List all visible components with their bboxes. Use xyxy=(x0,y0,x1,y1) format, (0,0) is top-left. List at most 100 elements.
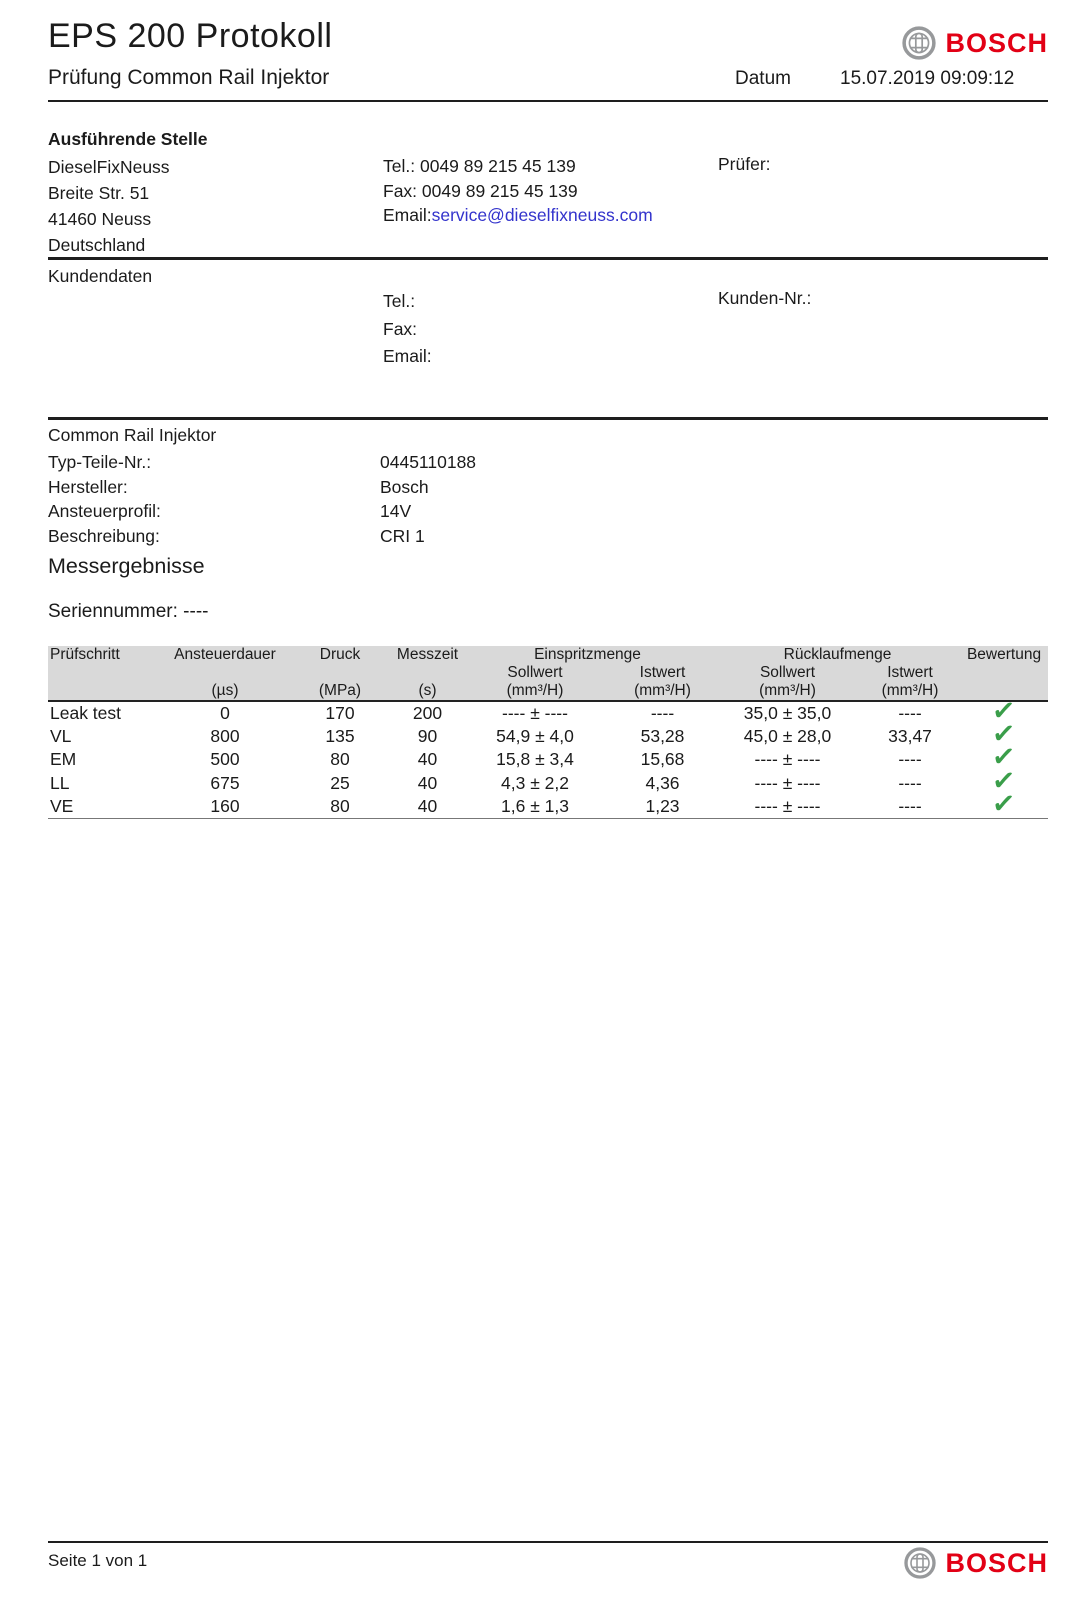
unit-messzeit: (s) xyxy=(395,682,460,702)
injector-detail-row: Typ-Teile-Nr.: 0445110188 xyxy=(48,450,476,475)
unit-ansteuerdauer: (µs) xyxy=(165,682,285,702)
injector-detail-row: Ansteuerprofil: 14V xyxy=(48,499,476,524)
serial-value: ---- xyxy=(183,601,209,622)
detail-label: Hersteller: xyxy=(48,476,128,497)
address-line: Deutschland xyxy=(48,235,146,255)
subcol-einspritz-istwert: Istwert xyxy=(639,664,686,681)
cell-einspritz-istwert: ---- xyxy=(650,702,675,723)
pass-check-icon: ✓ xyxy=(990,716,1018,750)
executing-office-heading: Ausführende Stelle xyxy=(48,129,208,149)
customer-email-label: Email: xyxy=(383,346,432,366)
serial-number-line: Seriennummer: ---- xyxy=(48,601,208,623)
fax-value: 0049 89 215 45 139 xyxy=(421,180,578,201)
customer-contact: Tel.: Fax: Email: xyxy=(383,288,432,371)
table-row: LL 675 25 40 4,3 ± 2,2 4,36 ---- ± ---- ---- ✓ xyxy=(48,763,1048,797)
cell-druck: 25 xyxy=(330,772,350,793)
col-messzeit: Messzeit xyxy=(396,646,459,663)
fax-line: Fax: 0049 89 215 45 139 xyxy=(383,179,653,204)
table-header-row: Prüfschritt Ansteuerdauer Druck Messzeit… xyxy=(48,646,1048,664)
cell-ansteuerdauer: 800 xyxy=(210,725,240,746)
injector-detail-row: Hersteller: Bosch xyxy=(48,475,476,500)
table-row: VL 800 135 90 54,9 ± 4,0 53,28 45,0 ± 28,0 33,4… xyxy=(48,716,1048,750)
page-number: Seite 1 von 1 xyxy=(48,1551,148,1570)
footer-divider xyxy=(48,1541,1048,1543)
detail-value: Bosch xyxy=(380,476,429,497)
col-ansteuerdauer: Ansteuerdauer xyxy=(174,646,276,663)
cell-ruecklauf-sollwert: 45,0 ± 28,0 xyxy=(743,725,832,746)
email-label: Email: xyxy=(383,205,432,225)
customer-fax-label: Fax: xyxy=(383,318,418,339)
pass-check-icon: ✓ xyxy=(990,740,1018,774)
email-link[interactable]: service@dieselfixneuss.com xyxy=(431,205,653,225)
tel-line: Tel.: 0049 89 215 45 139 xyxy=(383,154,653,179)
customer-heading: Kundendaten xyxy=(48,266,153,286)
cell-messzeit: 40 xyxy=(417,772,438,793)
cell-pruefschritt: VE xyxy=(48,795,165,819)
col-ruecklaufmenge: Rücklaufmenge xyxy=(783,646,892,663)
cell-einspritz-sollwert: 54,9 ± 4,0 xyxy=(496,725,574,746)
cell-einspritz-sollwert: 15,8 ± 3,4 xyxy=(496,749,574,770)
cell-einspritz-sollwert: 1,6 ± 1,3 xyxy=(460,795,610,819)
address-line: DieselFixNeuss xyxy=(48,157,170,177)
cell-druck: 135 xyxy=(325,725,355,746)
bosch-armature-icon xyxy=(904,1547,937,1579)
results-table-body: Leak test 0 170 200 ---- ± ---- ---- 35,0 ± 35… xyxy=(48,693,1049,820)
subcol-einspritz-sollwert: Sollwert xyxy=(507,664,563,681)
bosch-wordmark: BOSCH xyxy=(945,1547,1048,1578)
examiner-label: Prüfer: xyxy=(718,154,771,174)
email-line: Email:service@dieselfixneuss.com xyxy=(383,203,653,228)
date-label: Datum xyxy=(735,68,791,89)
page-subtitle: Prüfung Common Rail Injektor xyxy=(48,66,330,89)
date-value: 15.07.2019 09:09:12 xyxy=(840,68,1015,89)
header-divider xyxy=(48,100,1048,102)
col-einspritzmenge: Einspritzmenge xyxy=(534,646,641,663)
customer-no-label: Kunden-Nr.: xyxy=(718,288,812,308)
cell-ruecklauf-istwert: 33,47 xyxy=(888,725,932,746)
cell-einspritz-sollwert: 4,3 ± 2,2 xyxy=(501,772,569,793)
injector-heading: Common Rail Injektor xyxy=(48,425,217,445)
cell-messzeit: 40 xyxy=(395,795,460,819)
table-row: EM 500 80 40 15,8 ± 3,4 15,68 ---- ± ---- ---- ✓ xyxy=(48,740,1048,774)
cell-ruecklauf-sollwert: ---- ± ---- xyxy=(754,749,821,770)
cell-ruecklauf-istwert: ---- xyxy=(860,795,961,819)
cell-pruefschritt: EM xyxy=(50,749,77,770)
injector-section-divider xyxy=(48,417,1048,420)
pass-check-icon: ✓ xyxy=(990,693,1018,727)
cell-ansteuerdauer: 160 xyxy=(165,795,285,819)
fax-label: Fax: xyxy=(383,180,418,201)
cell-druck: 170 xyxy=(325,702,355,723)
unit-ruecklauf-istwert: (mm³/H) xyxy=(860,682,961,702)
bosch-logo: BOSCH xyxy=(902,26,1048,60)
cell-ruecklauf-istwert: ---- xyxy=(898,772,922,793)
executing-office-contact: Tel.: 0049 89 215 45 139 Fax: 0049 89 21… xyxy=(383,154,653,228)
detail-value: 0445110188 xyxy=(380,452,477,472)
subcol-ruecklauf-sollwert: Sollwert xyxy=(759,664,816,681)
executing-office-address: DieselFixNeuss Breite Str. 51 41460 Neus… xyxy=(48,154,170,258)
bosch-armature-icon xyxy=(902,26,937,60)
page-title: EPS 200 Protokoll xyxy=(48,17,333,55)
cell-pruefschritt: LL xyxy=(50,772,70,793)
serial-label: Seriennummer: xyxy=(48,601,178,622)
detail-label: Beschreibung: xyxy=(48,525,160,546)
col-bewertung: Bewertung xyxy=(966,646,1042,663)
results-heading: Messergebnisse xyxy=(48,554,205,578)
detail-value: 14V xyxy=(380,501,412,521)
unit-druck: (MPa) xyxy=(285,682,395,702)
pass-check-icon: ✓ xyxy=(990,763,1018,797)
table-row: VE 160 80 40 1,6 ± 1,3 1,23 ---- ± ---- ---- ✓ xyxy=(48,787,1049,820)
address-line: Breite Str. 51 xyxy=(48,183,150,203)
unit-einspritz-sollwert: (mm³/H) xyxy=(460,682,610,702)
cell-ansteuerdauer: 0 xyxy=(220,702,230,723)
cell-ruecklauf-istwert: ---- xyxy=(898,749,922,770)
results-table-head: Prüfschritt Ansteuerdauer Druck Messzeit… xyxy=(48,646,1049,702)
detail-value: CRI 1 xyxy=(380,525,425,546)
cell-pruefschritt: VL xyxy=(50,725,72,746)
cell-druck: 80 xyxy=(285,795,395,819)
unit-einspritz-istwert: (mm³/H) xyxy=(610,682,716,702)
subcol-ruecklauf-istwert: Istwert xyxy=(887,664,933,681)
cell-einspritz-istwert: 53,28 xyxy=(640,725,685,746)
detail-label: Typ-Teile-Nr.: xyxy=(48,452,152,472)
cell-ansteuerdauer: 675 xyxy=(210,772,240,793)
table-row: Leak test 0 170 200 ---- ± ---- ---- 35,0 ± 35… xyxy=(48,693,1048,727)
